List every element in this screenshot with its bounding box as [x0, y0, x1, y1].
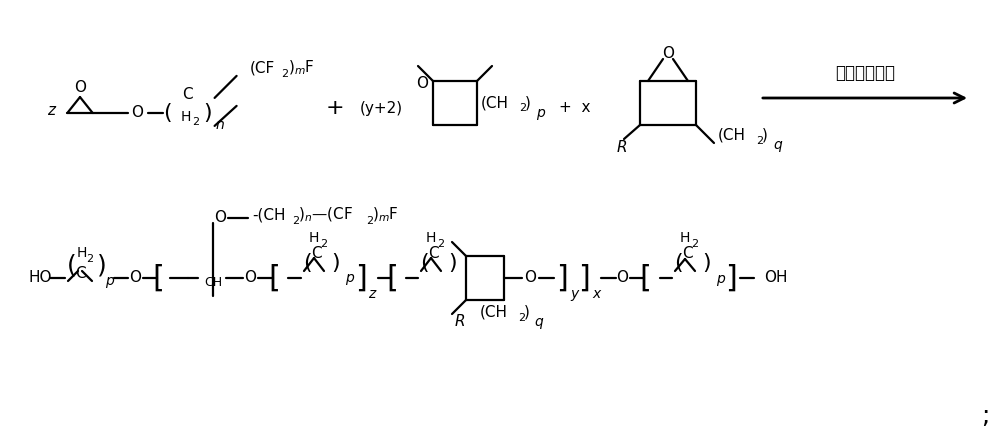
Text: x: x [592, 287, 600, 301]
Text: ): ) [525, 95, 531, 110]
Text: O: O [524, 271, 536, 286]
Text: C: C [311, 246, 321, 261]
Text: H: H [426, 231, 436, 245]
Text: 2: 2 [192, 117, 199, 127]
Text: p: p [105, 274, 114, 288]
Text: C: C [75, 265, 85, 280]
Text: (: ( [67, 253, 77, 277]
Text: ]: ] [355, 264, 367, 293]
Text: H: H [180, 110, 191, 124]
Text: CH: CH [204, 276, 222, 290]
Text: [: [ [386, 264, 398, 293]
Text: HO: HO [28, 271, 52, 286]
Text: O: O [662, 46, 674, 60]
Text: R: R [455, 314, 465, 329]
Text: )$_m$F: )$_m$F [288, 59, 314, 77]
Text: p: p [716, 272, 725, 286]
Text: z: z [47, 103, 55, 118]
Text: +: + [326, 98, 344, 118]
Text: (: ( [303, 253, 312, 273]
Text: (: ( [674, 253, 683, 273]
Text: (y+2): (y+2) [360, 100, 403, 116]
Text: ;: ; [981, 404, 989, 428]
Text: C: C [182, 88, 193, 102]
Text: -(CH: -(CH [252, 208, 286, 223]
Text: O: O [132, 106, 144, 120]
Text: (CH: (CH [718, 127, 746, 142]
Text: 2: 2 [86, 254, 94, 264]
Text: ): ) [448, 253, 457, 273]
Text: O: O [416, 77, 428, 92]
Text: 阳离子引发剂: 阳离子引发剂 [835, 64, 895, 82]
Text: ]: ] [725, 264, 737, 293]
Text: (CF: (CF [250, 60, 275, 75]
Text: 2: 2 [320, 239, 328, 249]
Text: (: ( [163, 103, 172, 123]
Text: H: H [77, 246, 87, 260]
Text: [: [ [152, 264, 164, 293]
Text: n: n [215, 118, 224, 132]
Text: (: ( [420, 253, 429, 273]
Text: [: [ [639, 264, 651, 293]
Text: [: [ [268, 264, 280, 293]
Text: O: O [129, 271, 141, 286]
Text: 2: 2 [691, 239, 699, 249]
Text: q: q [773, 138, 782, 152]
Text: 2: 2 [292, 216, 299, 226]
Text: 2: 2 [519, 103, 526, 113]
Text: )$_m$F: )$_m$F [372, 206, 399, 224]
Text: )$_n$—(CF: )$_n$—(CF [298, 206, 353, 224]
Text: 2: 2 [282, 69, 289, 79]
Text: O: O [214, 211, 226, 226]
Text: ): ) [203, 103, 212, 123]
Text: p: p [345, 271, 354, 285]
Text: O: O [244, 271, 256, 286]
Text: p: p [536, 106, 545, 120]
Text: 2: 2 [437, 239, 445, 249]
Text: ): ) [97, 253, 107, 277]
Text: OH: OH [764, 271, 788, 286]
Text: C: C [428, 246, 438, 261]
Text: 2: 2 [366, 216, 373, 226]
Text: 2: 2 [518, 313, 525, 323]
Text: C: C [682, 246, 692, 261]
Text: R: R [617, 139, 627, 155]
Text: ): ) [524, 304, 530, 319]
Text: z: z [368, 287, 375, 301]
Text: O: O [74, 80, 86, 95]
Text: 2: 2 [756, 136, 763, 146]
Text: (CH: (CH [481, 95, 509, 110]
Text: (CH: (CH [480, 304, 508, 319]
Text: ): ) [762, 127, 768, 142]
Text: ): ) [702, 253, 711, 273]
Text: O: O [616, 271, 628, 286]
Text: y: y [570, 287, 578, 301]
Text: ]: ] [556, 264, 568, 293]
Text: q: q [534, 315, 543, 329]
Text: ]: ] [578, 264, 590, 293]
Text: H: H [309, 231, 319, 245]
Text: H: H [680, 231, 690, 245]
Text: ): ) [331, 253, 340, 273]
Text: +  x: + x [559, 100, 591, 116]
